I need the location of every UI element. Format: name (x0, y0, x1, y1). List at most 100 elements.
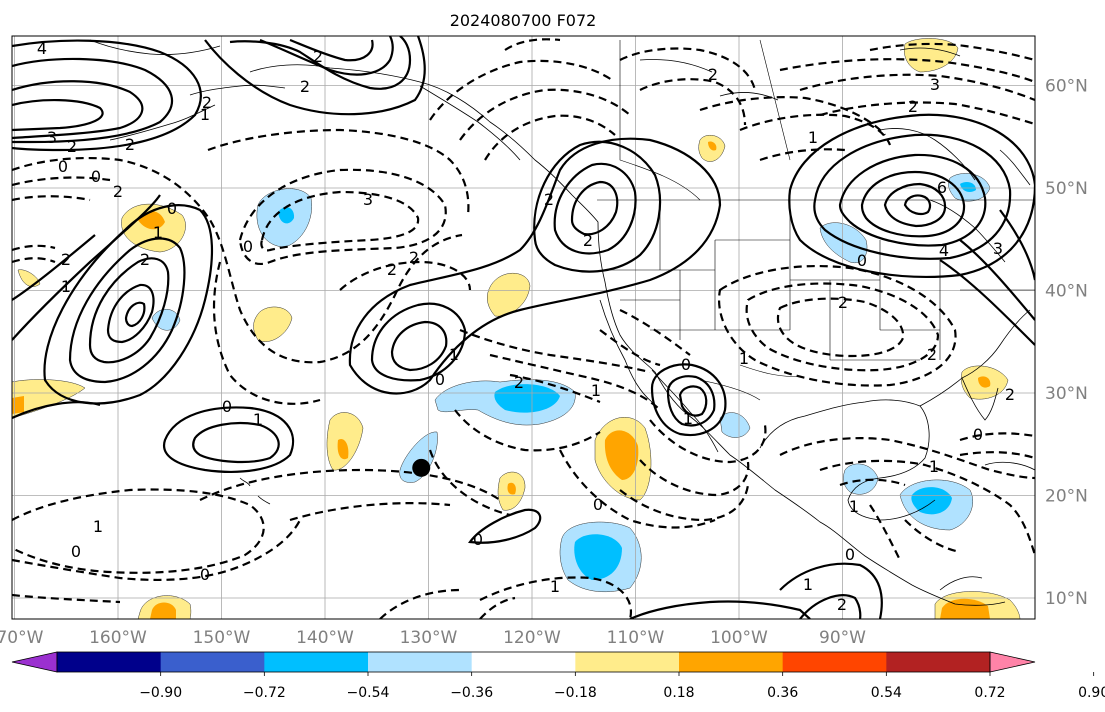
map-frame (11, 35, 1036, 620)
contour-labels: 4 2 2 3 2 2 0 2 2 1 3 0 2 1 0 0 1 2 2 2 … (37, 39, 1015, 614)
longitude-label: 120°W (503, 628, 561, 648)
contour-label: 1 (929, 457, 939, 476)
longitude-label: 110°W (607, 628, 665, 648)
contour-label: 2 (838, 293, 848, 312)
map-background (12, 36, 1035, 619)
contour-label: 1 (550, 577, 560, 596)
contour-label: 2 (837, 595, 847, 614)
colorbar-tick-label: −0.36 (450, 685, 493, 701)
contour-label: 1 (849, 497, 859, 516)
contour-label: 1 (200, 105, 210, 124)
contour-label: 2 (409, 248, 419, 267)
contour-label: 1 (803, 575, 813, 594)
contour-label: 3 (993, 239, 1003, 258)
colorbar-extend-high (989, 651, 1036, 673)
colorbar-segment (575, 652, 680, 672)
longitude-label: 170°W (0, 628, 44, 648)
contour-label: 0 (243, 237, 253, 256)
colorbar-segment (57, 652, 162, 672)
colorbar-segment (886, 652, 991, 672)
contour-label: 6 (937, 178, 947, 197)
contour-label: 2 (202, 93, 212, 112)
colorbar-tick-label: −0.18 (554, 685, 597, 701)
contour-label: 1 (591, 381, 601, 400)
contour-label: 2 (61, 250, 71, 269)
longitude-label: 90°W (819, 628, 866, 648)
colorbar-tick-label: −0.54 (347, 685, 390, 701)
contour-label: 0 (71, 542, 81, 561)
shaded-anomaly-regions (12, 38, 1021, 619)
colorbar-segment (264, 652, 369, 672)
latitude-label: 50°N (1045, 179, 1088, 199)
contour-label: 0 (167, 199, 177, 218)
longitude-label: 140°W (296, 628, 354, 648)
contour-label: 0 (857, 251, 867, 270)
contour-label: 2 (544, 190, 554, 209)
contour-lines (12, 36, 1035, 619)
contour-label: 0 (200, 565, 210, 584)
contour-label: 1 (61, 277, 71, 296)
colorbar-tick-label: 0.36 (767, 685, 798, 701)
colorbar-tick-label: 0.54 (871, 685, 902, 701)
contour-label: 0 (58, 157, 68, 176)
contour-label: 1 (93, 517, 103, 536)
longitude-labels: 170°W 160°W 150°W 140°W 130°W 120°W 110°W 100°W… (0, 628, 866, 648)
contour-label: 3 (930, 75, 940, 94)
contour-label: 2 (583, 231, 593, 250)
longitude-label: 160°W (89, 628, 147, 648)
contour-label: 2 (125, 135, 135, 154)
latitude-labels: 60°N 50°N 40°N 30°N 20°N 10°N (1045, 77, 1088, 610)
contour-label: 0 (91, 167, 101, 186)
contour-label: 2 (1005, 385, 1015, 404)
contour-label: 2 (67, 137, 77, 156)
contour-label: 2 (113, 182, 123, 201)
contour-label: 3 (47, 128, 57, 147)
colorbar-segment (160, 652, 265, 672)
contour-label: 2 (300, 77, 310, 96)
storm-center-marker (412, 458, 431, 477)
contour-label: 0 (473, 530, 483, 549)
contour-label: 1 (683, 409, 693, 428)
contour-label: 0 (973, 425, 983, 444)
colorbar-segment (679, 652, 784, 672)
contour-label: 2 (313, 47, 323, 66)
contour-label: 1 (153, 223, 163, 242)
colorbar-tick-label: 0.72 (974, 685, 1005, 701)
contour-label: 4 (37, 39, 47, 58)
latitude-label: 10°N (1045, 589, 1088, 609)
contour-label: 2 (514, 373, 524, 392)
colorbar-tick-label: 0.90 (1078, 685, 1105, 701)
colorbar-tick-label: −0.90 (139, 685, 182, 701)
contour-label: 2 (387, 260, 397, 279)
colorbar: −0.90 −0.72 −0.54 −0.36 −0.18 0.18 0.36 0.54 0.7… (11, 651, 1105, 701)
contour-label: 1 (739, 349, 749, 368)
contour-label: 1 (253, 410, 263, 429)
colorbar-extend-low (11, 651, 58, 673)
colorbar-outline (56, 651, 991, 673)
colorbar-segment (782, 652, 887, 672)
colorbar-tick-label: −0.72 (243, 685, 286, 701)
latitude-label: 20°N (1045, 487, 1088, 507)
colorbar-segment (368, 652, 473, 672)
colorbar-segment (471, 652, 576, 672)
map-title: 2024080700 F072 (450, 11, 597, 30)
contour-label: 2 (140, 250, 150, 269)
contour-label: 0 (593, 495, 603, 514)
contour-label: 0 (435, 370, 445, 389)
latitude-label: 40°N (1045, 282, 1088, 302)
longitude-label: 130°W (400, 628, 458, 648)
contour-label: 1 (449, 345, 459, 364)
contour-label: 0 (681, 355, 691, 374)
contour-label: 2 (927, 345, 937, 364)
contour-label: 0 (845, 545, 855, 564)
contour-label: 0 (222, 397, 232, 416)
latitude-label: 30°N (1045, 384, 1088, 404)
contour-label: 3 (363, 190, 373, 209)
longitude-label: 150°W (193, 628, 251, 648)
contour-label: 2 (708, 65, 718, 84)
contour-label: 2 (908, 97, 918, 116)
contour-label: 1 (808, 128, 818, 147)
colorbar-tick-label: 0.18 (663, 685, 694, 701)
contour-label: 4 (939, 241, 949, 260)
